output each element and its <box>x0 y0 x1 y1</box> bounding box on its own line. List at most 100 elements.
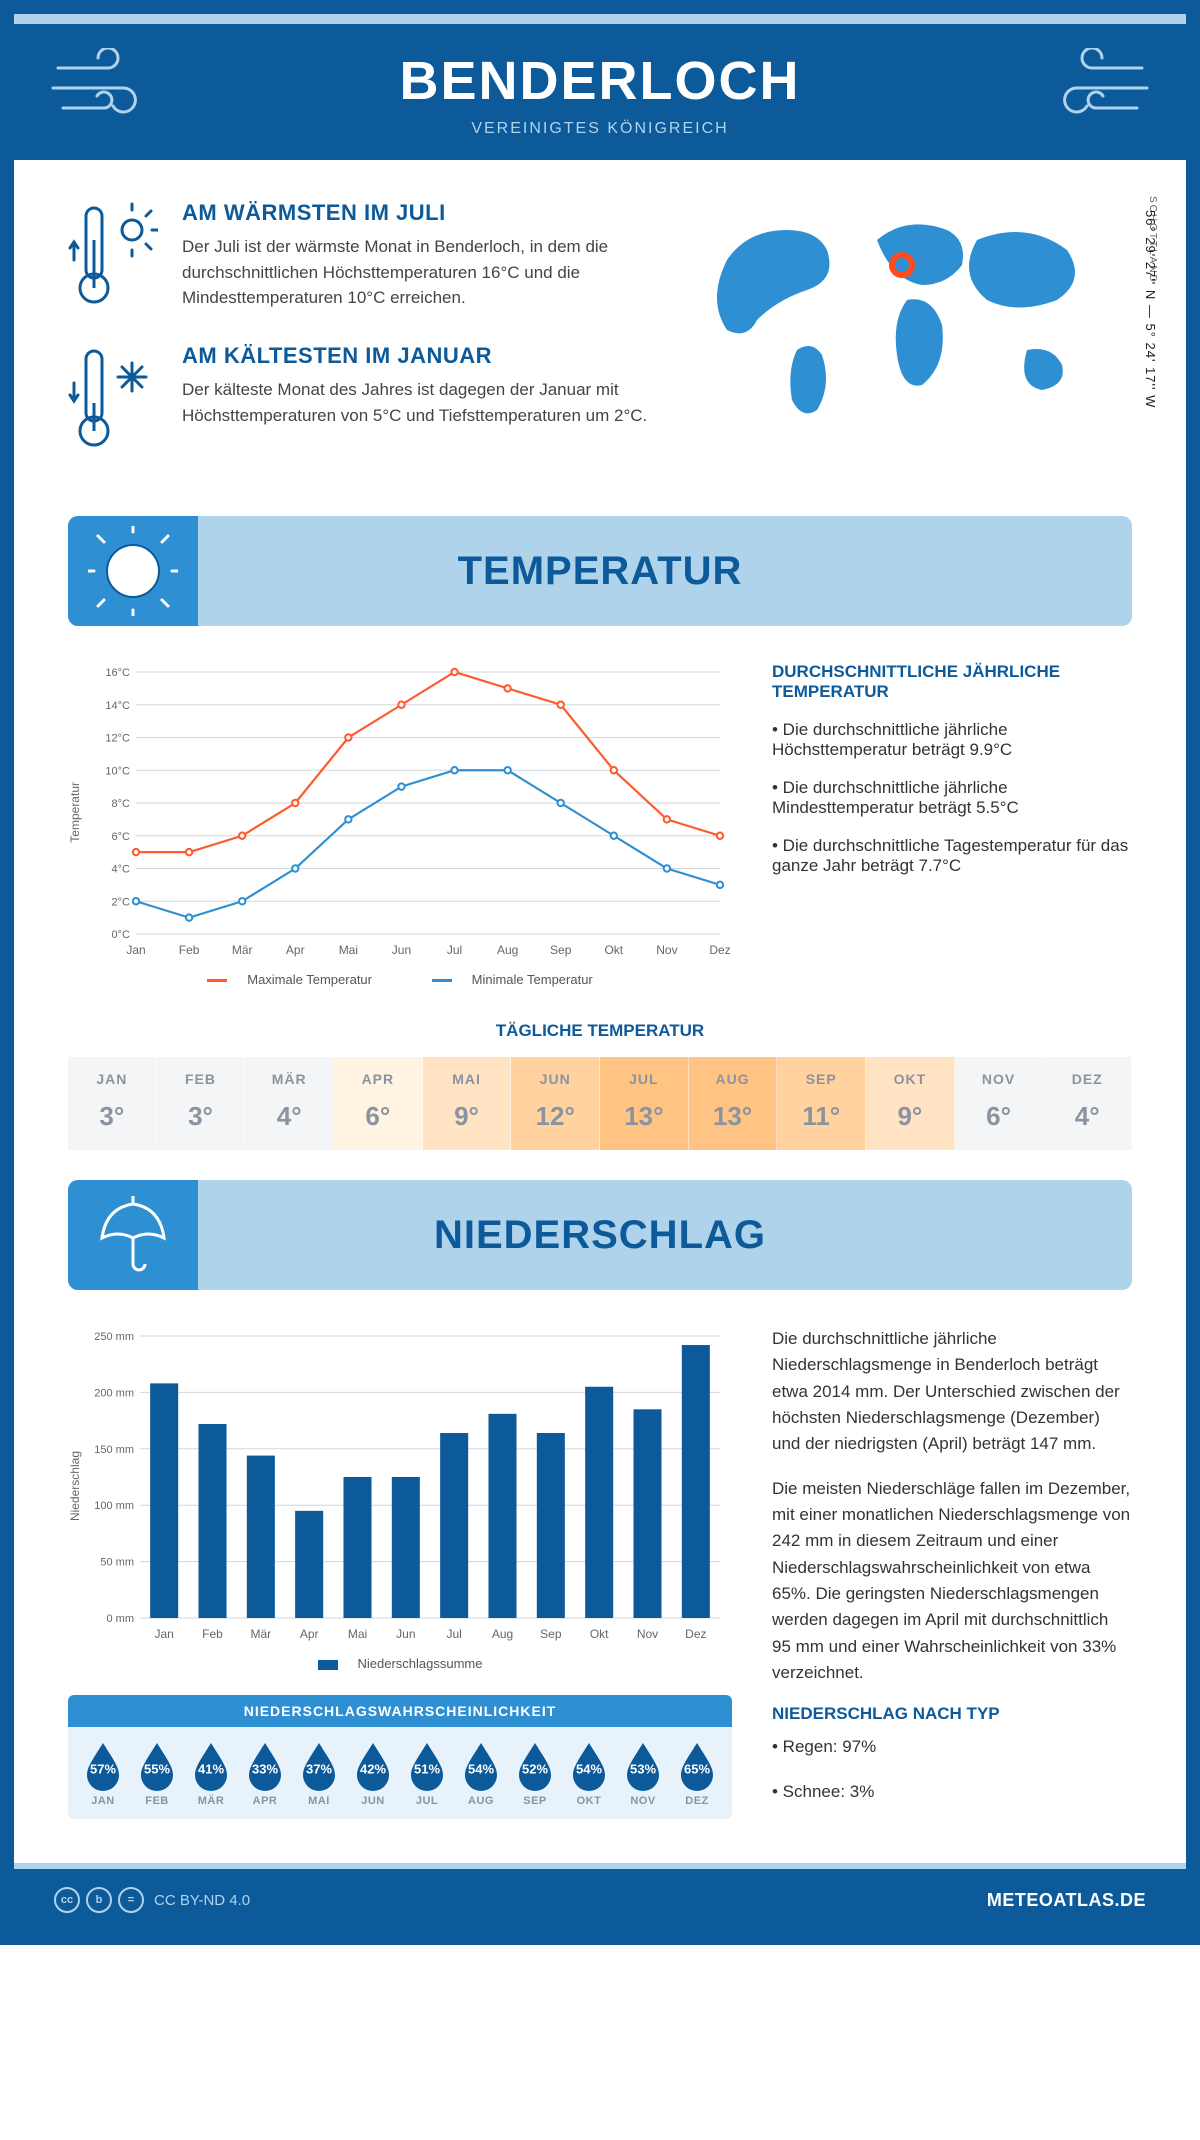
precipitation-body: Niederschlag 0 mm50 mm100 mm150 mm200 mm… <box>68 1326 1132 1823</box>
precip-p1: Die durchschnittliche jährliche Niedersc… <box>772 1326 1132 1458</box>
legend-max: Maximale Temperatur <box>247 972 372 987</box>
svg-text:50 mm: 50 mm <box>100 1557 134 1569</box>
daily-cell: APR6° <box>334 1057 423 1150</box>
drop-icon: 51% <box>407 1741 447 1791</box>
wind-icon <box>48 48 158 133</box>
precip-legend: Niederschlagssumme <box>68 1656 732 1671</box>
svg-text:Nov: Nov <box>656 943 677 957</box>
daily-month: MÄR <box>245 1071 333 1087</box>
temp-bullet-3: • Die durchschnittliche Tagestemperatur … <box>772 836 1132 876</box>
daily-month: AUG <box>689 1071 777 1087</box>
probability-grid: 57%JAN55%FEB41%MÄR33%APR37%MAI 42% JUN 51% J… <box>68 1727 732 1819</box>
precip-type-2: • Schnee: 3% <box>772 1779 1132 1805</box>
daily-month: FEB <box>157 1071 245 1087</box>
license-text: CC BY-ND 4.0 <box>154 1892 250 1909</box>
daily-value: 13° <box>600 1101 688 1132</box>
temp-bullet-2: • Die durchschnittliche jährliche Mindes… <box>772 778 1132 818</box>
temperature-line-chart: 0°C2°C4°C6°C8°C10°C12°C14°C16°CJanFebMär… <box>90 662 730 962</box>
coldest-title: AM KÄLTESTEN IM JANUAR <box>182 343 652 369</box>
svg-text:Mär: Mär <box>250 1627 271 1641</box>
svg-text:14°C: 14°C <box>105 700 130 712</box>
svg-text:150 mm: 150 mm <box>94 1444 134 1456</box>
page: BENDERLOCH VEREINIGTES KÖNIGREICH AM WÄR… <box>0 0 1200 1945</box>
svg-text:Jun: Jun <box>392 943 411 957</box>
svg-text:Jul: Jul <box>447 943 462 957</box>
world-map-icon <box>707 200 1117 430</box>
svg-text:Okt: Okt <box>604 943 623 957</box>
drop-icon: 54% <box>461 1741 501 1791</box>
top-accent-bar <box>14 14 1186 24</box>
svg-text:8°C: 8°C <box>112 798 131 810</box>
thermometer-snow-icon <box>68 343 158 458</box>
section-title-precipitation: NIEDERSCHLAG <box>434 1213 766 1258</box>
probability-value: 33% <box>252 1761 278 1776</box>
probability-month: JUL <box>400 1795 454 1807</box>
cc-icon: ccb= <box>54 1887 144 1913</box>
probability-month: JUN <box>346 1795 400 1807</box>
daily-temperature-grid: JAN3°FEB3°MÄR4°APR6°MAI9°JUN12°JUL13°AUG… <box>68 1057 1132 1150</box>
svg-text:250 mm: 250 mm <box>94 1331 134 1343</box>
svg-text:Apr: Apr <box>286 943 305 957</box>
probability-cell: 65% DEZ <box>670 1741 724 1807</box>
drop-icon: 55% <box>137 1741 177 1791</box>
svg-text:100 mm: 100 mm <box>94 1500 134 1512</box>
temp-bullet-1: • Die durchschnittliche jährliche Höchst… <box>772 720 1132 760</box>
header: BENDERLOCH VEREINIGTES KÖNIGREICH <box>14 24 1186 160</box>
probability-value: 54% <box>468 1761 494 1776</box>
svg-text:Jul: Jul <box>446 1627 461 1641</box>
intro-right: SCHOTTLAND 56° 29' 27'' N — 5° 24' 17'' … <box>692 200 1132 486</box>
daily-month: DEZ <box>1043 1071 1131 1087</box>
probability-cell: 54%AUG <box>454 1741 508 1807</box>
probability-month: OKT <box>562 1795 616 1807</box>
daily-month: MAI <box>423 1071 511 1087</box>
daily-value: 11° <box>777 1101 865 1132</box>
probability-value: 57% <box>90 1761 116 1776</box>
probability-cell: 37%MAI <box>292 1741 346 1807</box>
probability-month: DEZ <box>670 1795 724 1807</box>
precip-left: Niederschlag 0 mm50 mm100 mm150 mm200 mm… <box>68 1326 732 1823</box>
probability-month: NOV <box>616 1795 670 1807</box>
intro-row: AM WÄRMSTEN IM JULI Der Juli ist der wär… <box>68 200 1132 486</box>
daily-cell: MAI 9° <box>423 1057 512 1150</box>
temperature-band: TEMPERATUR <box>68 516 1132 626</box>
probability-value: 52% <box>522 1761 548 1776</box>
svg-text:Dez: Dez <box>709 943 730 957</box>
svg-text:Aug: Aug <box>497 943 518 957</box>
daily-value: 9° <box>423 1101 511 1132</box>
daily-value: 4° <box>245 1101 333 1132</box>
warmest-block: AM WÄRMSTEN IM JULI Der Juli ist der wär… <box>68 200 652 315</box>
daily-value: 9° <box>866 1101 954 1132</box>
svg-text:Feb: Feb <box>179 943 200 957</box>
probability-value: 42% <box>360 1761 386 1776</box>
drop-icon: 57% <box>83 1741 123 1791</box>
svg-text:16°C: 16°C <box>105 667 130 679</box>
svg-text:12°C: 12°C <box>105 733 130 745</box>
svg-text:Aug: Aug <box>492 1627 513 1641</box>
probability-cell: 55%FEB <box>130 1741 184 1807</box>
probability-cell: 52%SEP <box>508 1741 562 1807</box>
svg-text:10°C: 10°C <box>105 765 130 777</box>
precip-type-1: • Regen: 97% <box>772 1734 1132 1760</box>
sun-icon <box>68 516 198 626</box>
daily-month: APR <box>334 1071 422 1087</box>
probability-value: 37% <box>306 1761 332 1776</box>
probability-cell: 33%APR <box>238 1741 292 1807</box>
temperature-legend: Maximale Temperatur Minimale Temperatur <box>68 972 732 987</box>
license: ccb= CC BY-ND 4.0 <box>54 1887 250 1913</box>
probability-cell: 41%MÄR <box>184 1741 238 1807</box>
svg-text:Okt: Okt <box>590 1627 609 1641</box>
coordinates: 56° 29' 27'' N — 5° 24' 17'' W <box>1143 210 1158 408</box>
svg-text:Jun: Jun <box>396 1627 415 1641</box>
daily-month: JUN <box>511 1071 599 1087</box>
probability-cell: 57%JAN <box>76 1741 130 1807</box>
svg-text:200 mm: 200 mm <box>94 1387 134 1399</box>
daily-value: 4° <box>1043 1101 1131 1132</box>
svg-text:Jan: Jan <box>126 943 145 957</box>
daily-cell: MÄR 4° <box>245 1057 334 1150</box>
precipitation-text: Die durchschnittliche jährliche Niedersc… <box>772 1326 1132 1823</box>
daily-value: 12° <box>511 1101 599 1132</box>
drop-icon: 65% <box>677 1741 717 1791</box>
svg-text:Feb: Feb <box>202 1627 223 1641</box>
legend-min: Minimale Temperatur <box>472 972 593 987</box>
svg-text:4°C: 4°C <box>112 864 131 876</box>
